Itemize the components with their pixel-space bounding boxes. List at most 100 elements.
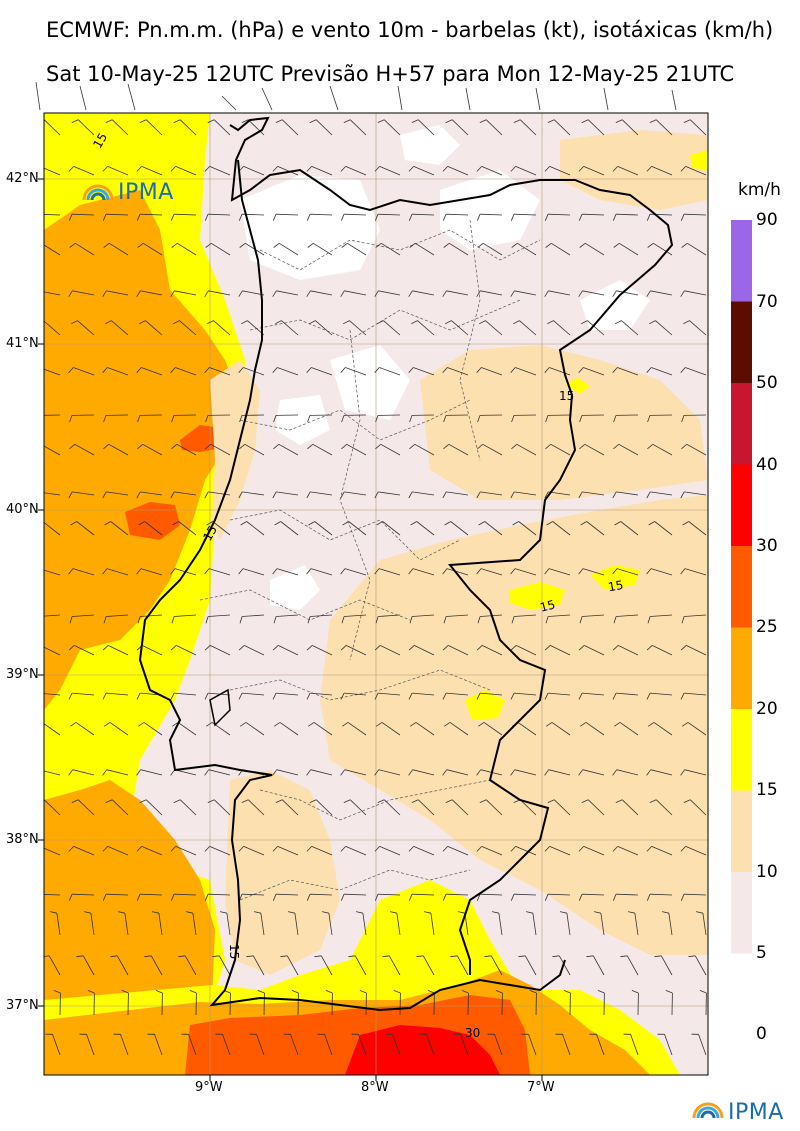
- wind-barb-flag: [375, 443, 382, 450]
- contour-label: 15: [559, 389, 574, 403]
- wind-barb: [621, 799, 639, 816]
- wind-barb: [515, 367, 537, 376]
- wind-barb: [208, 568, 231, 576]
- wind-barb: [516, 443, 537, 456]
- wind-barb-flag: [309, 119, 317, 123]
- wind-barb-flag: [35, 693, 38, 699]
- wind-barb: [140, 614, 163, 617]
- wind-barb: [213, 119, 231, 136]
- wind-barb-flag: [476, 367, 482, 373]
- wind-barb: [44, 291, 61, 296]
- wind-barb: [616, 568, 639, 576]
- wind-barb-flag: [37, 321, 43, 324]
- wind-barb: [417, 799, 435, 816]
- wind-barb: [378, 290, 401, 296]
- wind-barb: [56, 913, 61, 936]
- wind-barb-flag: [647, 242, 654, 248]
- wind-barb: [515, 166, 537, 176]
- wind-barb-flag: [409, 415, 413, 423]
- wind-barb: [141, 367, 163, 376]
- wind-barb-flag: [173, 799, 181, 803]
- wind-barb: [562, 1034, 571, 1056]
- wind-barb-flag: [136, 166, 142, 172]
- wind-barb: [378, 769, 401, 776]
- wind-barb-flag: [241, 119, 249, 123]
- axis-ticks: [38, 178, 543, 1081]
- wind-barb-flag: [613, 616, 617, 624]
- wind-barb-flag: [648, 521, 655, 526]
- wind-barb: [582, 290, 605, 296]
- contour-label: 15: [227, 944, 241, 959]
- wind-barb-flag: [416, 955, 424, 958]
- wind-barb-flag: [620, 955, 628, 958]
- wind-barb-flag: [137, 616, 141, 624]
- wind-barb: [184, 955, 197, 976]
- wind-barb: [347, 722, 367, 736]
- wind-barb: [279, 242, 299, 256]
- wind-barb-flag: [272, 367, 278, 373]
- wind-barb-flag: [204, 846, 210, 852]
- wind-barb: [514, 491, 537, 496]
- wind-barb: [411, 893, 435, 896]
- wind-barb-flag: [424, 911, 431, 914]
- wind-barb: [44, 723, 61, 736]
- wind-barb-flag: [544, 214, 549, 221]
- wind-barb-flag: [69, 443, 76, 450]
- wind-barb-flag: [646, 645, 653, 651]
- wind-barb: [140, 568, 163, 576]
- contour-label: 15: [607, 578, 624, 594]
- wind-barb-flag: [170, 491, 175, 499]
- wind-barb: [154, 1034, 163, 1056]
- colorbar-swatch: [731, 627, 752, 709]
- wind-barb-flag: [578, 692, 583, 700]
- wind-barb-flag: [612, 692, 617, 700]
- shade-peach-land-2: [420, 345, 708, 500]
- wind-barb-flag: [272, 568, 278, 575]
- wind-barb: [582, 692, 605, 696]
- lat-label: 41°N: [6, 336, 39, 351]
- wind-barb: [212, 521, 231, 536]
- wind-barb-flag: [273, 242, 280, 248]
- wind-barb-flag: [341, 415, 345, 423]
- wind-barb: [686, 443, 707, 456]
- wind-barb: [414, 443, 435, 456]
- wind-barb: [277, 846, 299, 856]
- wind-barb-flag: [76, 955, 84, 958]
- wind-barb-flag: [376, 521, 383, 526]
- wind-barb: [242, 568, 265, 576]
- wind-barb: [412, 568, 435, 576]
- wind-barb-flag: [683, 119, 691, 123]
- wind-barb: [413, 846, 435, 856]
- wind-barb: [685, 846, 707, 856]
- wind-barb-flag: [204, 166, 210, 172]
- wind-barb: [480, 290, 503, 296]
- wind-barb-flag: [511, 443, 518, 450]
- wind-barb-flag: [207, 320, 214, 325]
- wind-barb: [175, 367, 197, 376]
- wind-barb-flag: [681, 415, 685, 423]
- wind-barb: [582, 769, 605, 776]
- wind-barb: [619, 722, 639, 736]
- wind-barb-flag: [411, 119, 419, 123]
- wind-barb-flag: [628, 911, 635, 914]
- wind-barb-flag: [578, 166, 584, 172]
- wind-barb: [120, 1034, 129, 1056]
- wind-barb-flag: [612, 214, 617, 221]
- wind-barb-flag: [340, 846, 346, 852]
- wind-barb: [142, 443, 163, 456]
- wind-barb: [108, 645, 129, 656]
- colorbar-label: 20: [756, 699, 778, 719]
- wind-barb-flag: [306, 367, 312, 373]
- wind-barb-flag: [137, 415, 141, 423]
- wind-barb-flag: [340, 692, 345, 700]
- wind-barb: [650, 692, 673, 696]
- wind-barb-flag: [341, 242, 348, 248]
- wind-barb-flag: [545, 722, 553, 727]
- wind-barb-flag: [631, 990, 639, 994]
- wind-barb: [313, 722, 333, 736]
- wind-barb: [583, 367, 605, 376]
- wind-barb-flag: [340, 568, 346, 575]
- wind-barb: [349, 320, 367, 336]
- wind-barb: [650, 769, 673, 776]
- wind-barb: [524, 955, 537, 976]
